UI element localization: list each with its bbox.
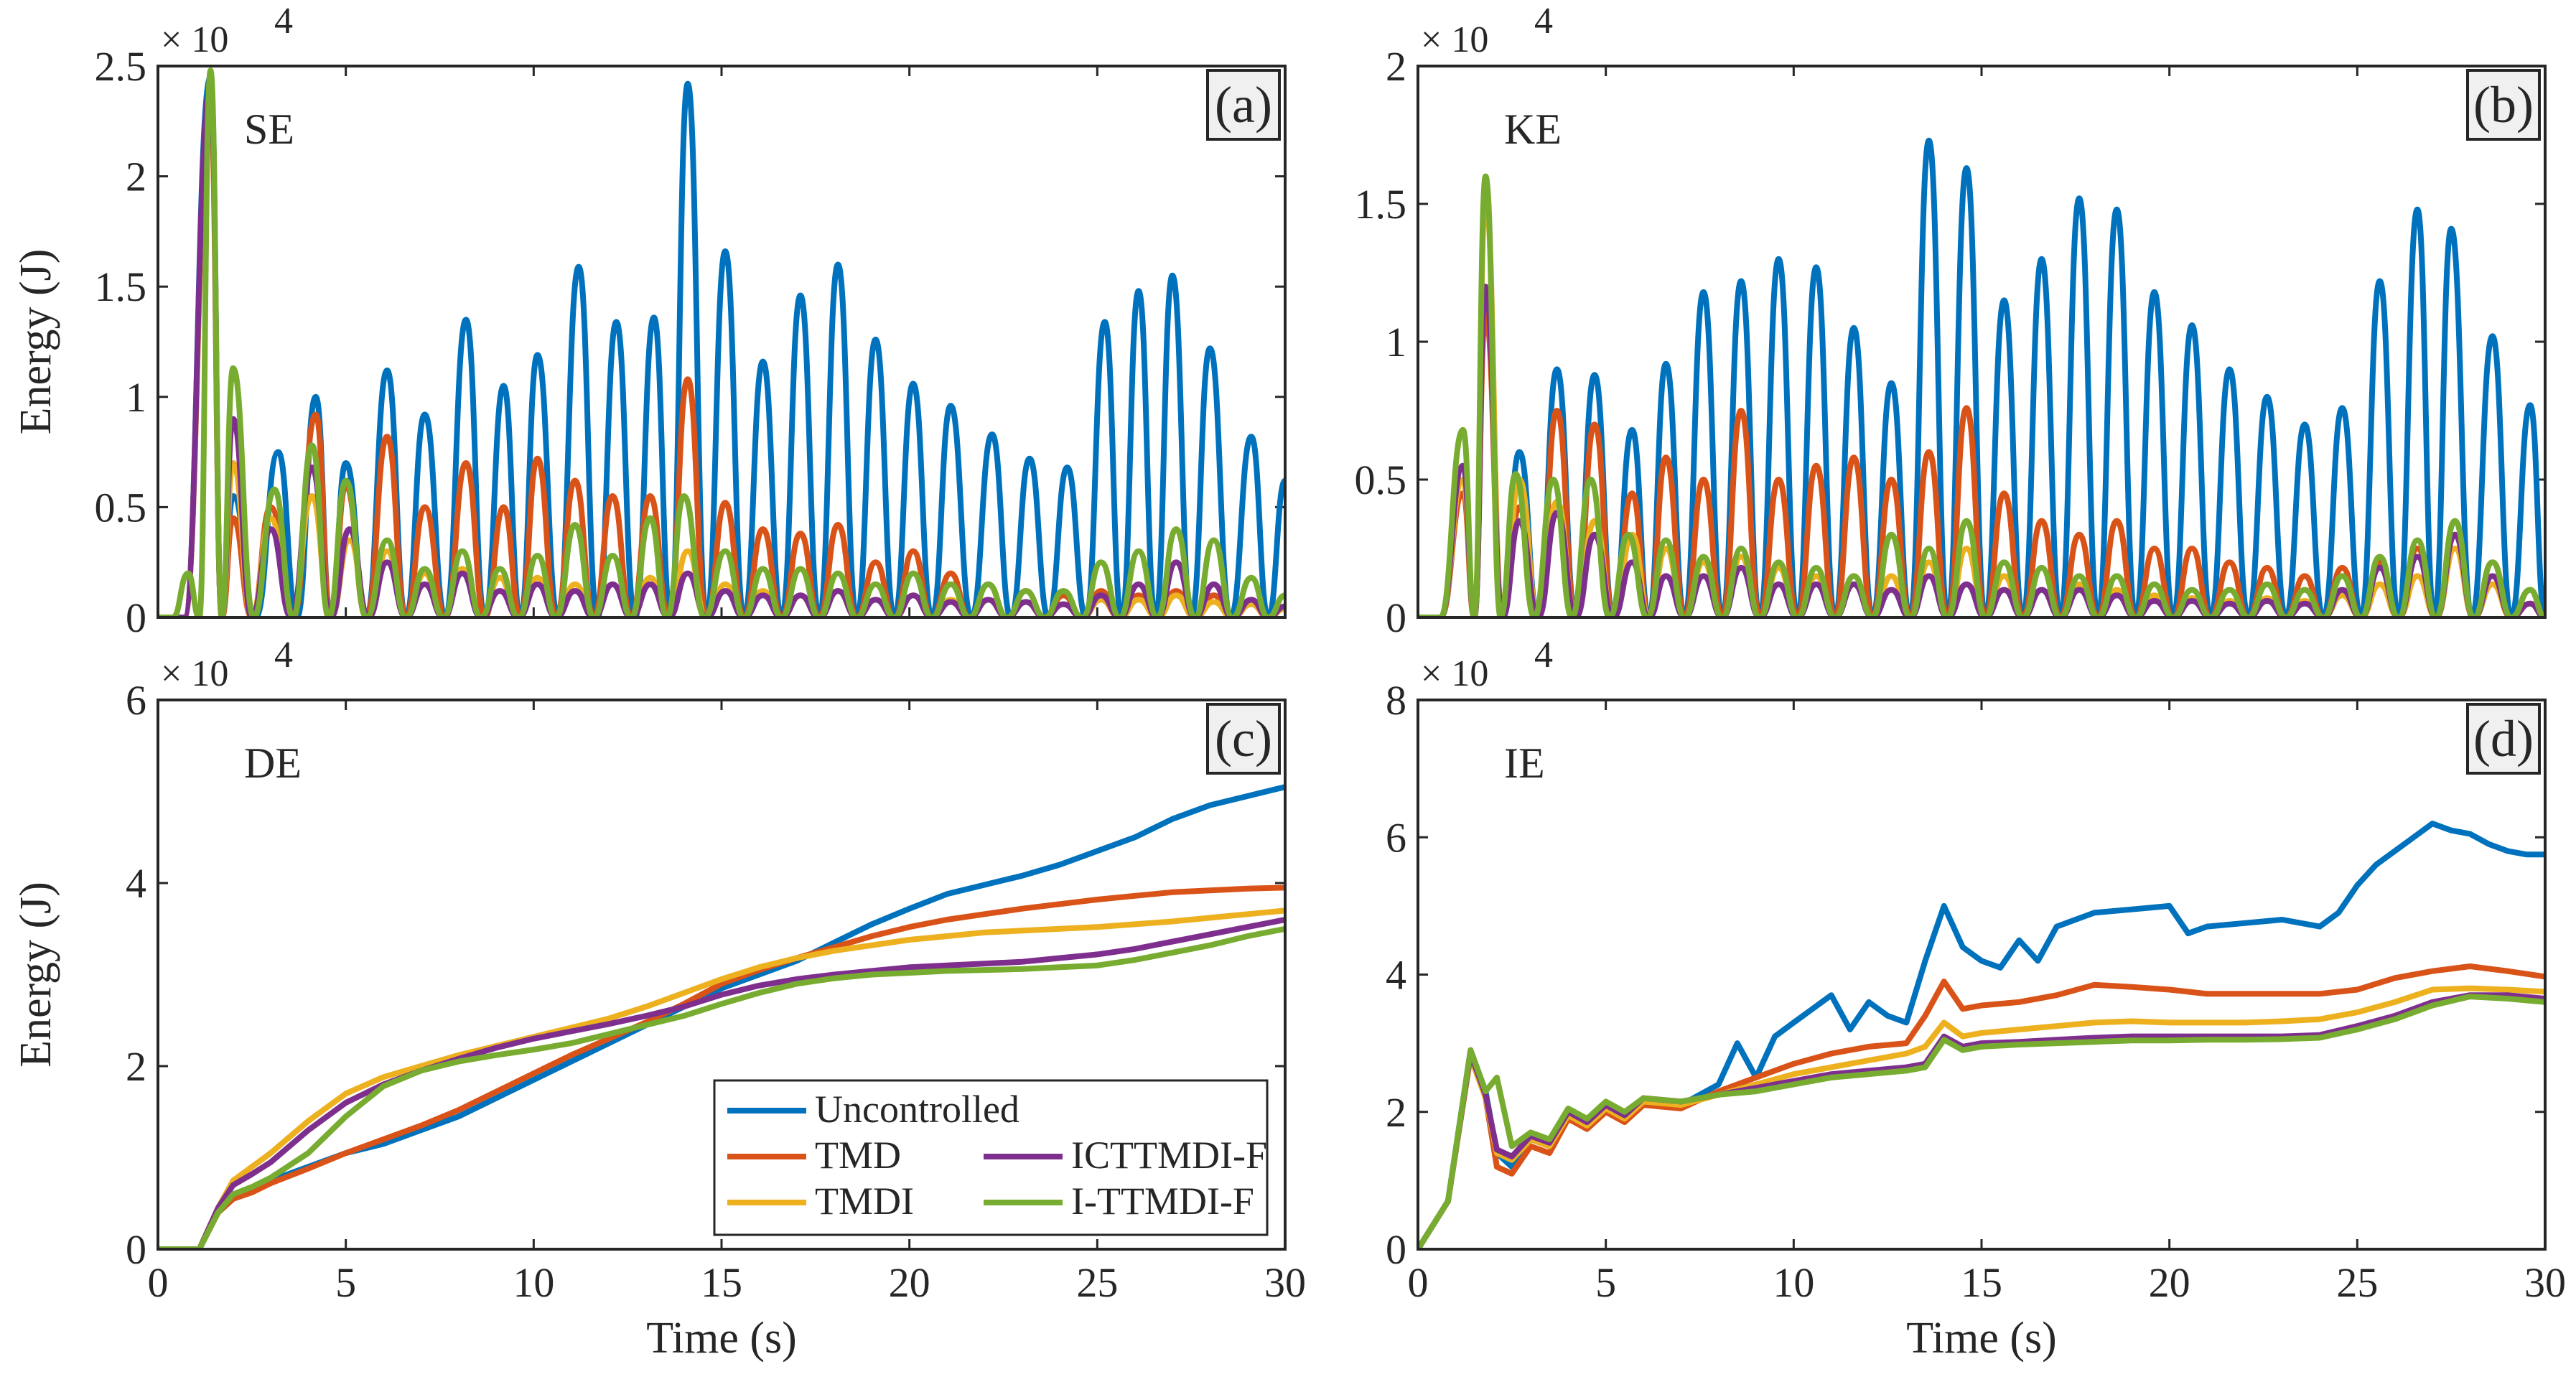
panel-label-box xyxy=(2466,69,2541,141)
x-tick-label: 30 xyxy=(2524,1259,2566,1306)
series-line-tmdi xyxy=(158,907,1285,1249)
x-tick-label: 25 xyxy=(1076,1259,1118,1306)
panel-label-box xyxy=(2466,703,2541,775)
y-tick-label: 2.5 xyxy=(95,43,147,90)
y-tick-label: 4 xyxy=(1386,952,1406,999)
legend-label-tmd: TMD xyxy=(815,1134,901,1177)
series-line-icttmdi-f xyxy=(158,917,1285,1249)
x-axis-label: Time (s) xyxy=(1906,1314,2057,1363)
energy-type-label: DE xyxy=(244,739,302,787)
y-tick-label: 0.5 xyxy=(95,484,147,531)
y-tick-label: 2 xyxy=(1386,43,1406,90)
legend-label-tmdi: TMDI xyxy=(815,1180,914,1223)
panel-label-box xyxy=(1206,703,1281,775)
y-scale-exponent: 4 xyxy=(274,1,293,42)
panel-label: (b) xyxy=(2473,76,2534,134)
y-tick-label: 0 xyxy=(1386,594,1406,641)
y-tick-label: 1.5 xyxy=(1355,181,1407,228)
panel-de: 0 2 4 6 0 5 10 15 20 25 30 × 10 4 DE (c) Energy (J) Time… xyxy=(11,635,1306,1363)
y-tick-label: 2 xyxy=(1386,1089,1406,1136)
x-tick-label: 20 xyxy=(2149,1259,2190,1306)
panel-label-box xyxy=(1206,69,1281,141)
series-group xyxy=(1418,821,2545,1249)
x-tick-label: 30 xyxy=(1264,1259,1306,1306)
x-tick-label: 10 xyxy=(513,1259,554,1306)
y-tick-label: 0 xyxy=(1386,1226,1406,1273)
x-tick-label: 5 xyxy=(335,1259,356,1306)
y-scale-exponent: 4 xyxy=(1534,635,1553,676)
y-scale-exponent: 4 xyxy=(1534,1,1553,42)
y-tick-label: 1 xyxy=(1386,319,1406,365)
x-axis-label: Time (s) xyxy=(646,1314,797,1363)
y-tick-label: 0.5 xyxy=(1355,457,1407,503)
panel-se: 0 0.5 1 1.5 2 2.5 × 10 4 SE (a) Energy (J) xyxy=(11,1,1287,641)
legend-label-i-ttmdi-f: I-TTMDI-F xyxy=(1071,1180,1254,1223)
panel-label: (c) xyxy=(1215,710,1272,767)
panel-ke: 0 0.5 1 1.5 2 × 10 4 KE (b) xyxy=(1355,1,2547,641)
y-tick-label: 8 xyxy=(1386,677,1406,724)
x-tick-label: 25 xyxy=(2336,1259,2378,1306)
y-axis-label: Energy (J) xyxy=(11,882,60,1068)
axes-frame xyxy=(157,65,1287,619)
energy-type-label: IE xyxy=(1504,739,1545,787)
axes-frame xyxy=(1417,65,2547,619)
energy-type-label: KE xyxy=(1504,106,1562,153)
y-tick-label: 6 xyxy=(126,677,146,724)
y-scale-label: × 10 xyxy=(1421,653,1488,694)
series-line-tmd xyxy=(1418,963,2545,1249)
x-tick-label: 10 xyxy=(1773,1259,1814,1306)
axes-frame xyxy=(157,699,1287,1251)
legend-label-uncontrolled: Uncontrolled xyxy=(815,1088,1019,1131)
x-tick-label: 15 xyxy=(1961,1259,2002,1306)
axes-frame xyxy=(1417,699,2547,1251)
y-tick-label: 2 xyxy=(126,154,146,200)
series-line-i-ttmdi-f xyxy=(1418,994,2545,1249)
x-tick-label: 0 xyxy=(1408,1259,1429,1306)
x-tick-label: 20 xyxy=(889,1259,930,1306)
legend-label-icttmdi-f: ICTTMDI-F xyxy=(1071,1134,1267,1177)
panel-label: (a) xyxy=(1215,76,1272,134)
y-scale-label: × 10 xyxy=(161,653,228,694)
x-tick-label: 0 xyxy=(148,1259,169,1306)
y-tick-label: 4 xyxy=(126,860,146,907)
x-tick-label: 15 xyxy=(701,1259,742,1306)
series-line-i-ttmdi-f xyxy=(158,925,1285,1249)
y-tick-label: 1 xyxy=(126,374,146,421)
panel-label: (d) xyxy=(2473,710,2534,767)
energy-type-label: SE xyxy=(244,106,294,153)
series-line-tmdi xyxy=(1418,985,2545,1249)
y-tick-label: 6 xyxy=(1386,814,1406,861)
y-scale-label: × 10 xyxy=(1421,19,1488,60)
y-tick-label: 1.5 xyxy=(95,263,147,310)
x-tick-label: 5 xyxy=(1595,1259,1616,1306)
series-group xyxy=(158,784,1285,1249)
y-axis-label: Energy (J) xyxy=(11,249,60,435)
y-scale-exponent: 4 xyxy=(274,635,293,676)
y-tick-label: 2 xyxy=(126,1043,146,1090)
y-tick-label: 0 xyxy=(126,594,146,641)
y-tick-label: 0 xyxy=(126,1226,146,1273)
panel-ie: 0 2 4 6 8 0 5 10 15 20 25 30 × 10 4 IE (d) Time (s) xyxy=(1386,635,2566,1363)
plot-area xyxy=(1418,700,2545,1249)
y-scale-label: × 10 xyxy=(161,19,228,60)
